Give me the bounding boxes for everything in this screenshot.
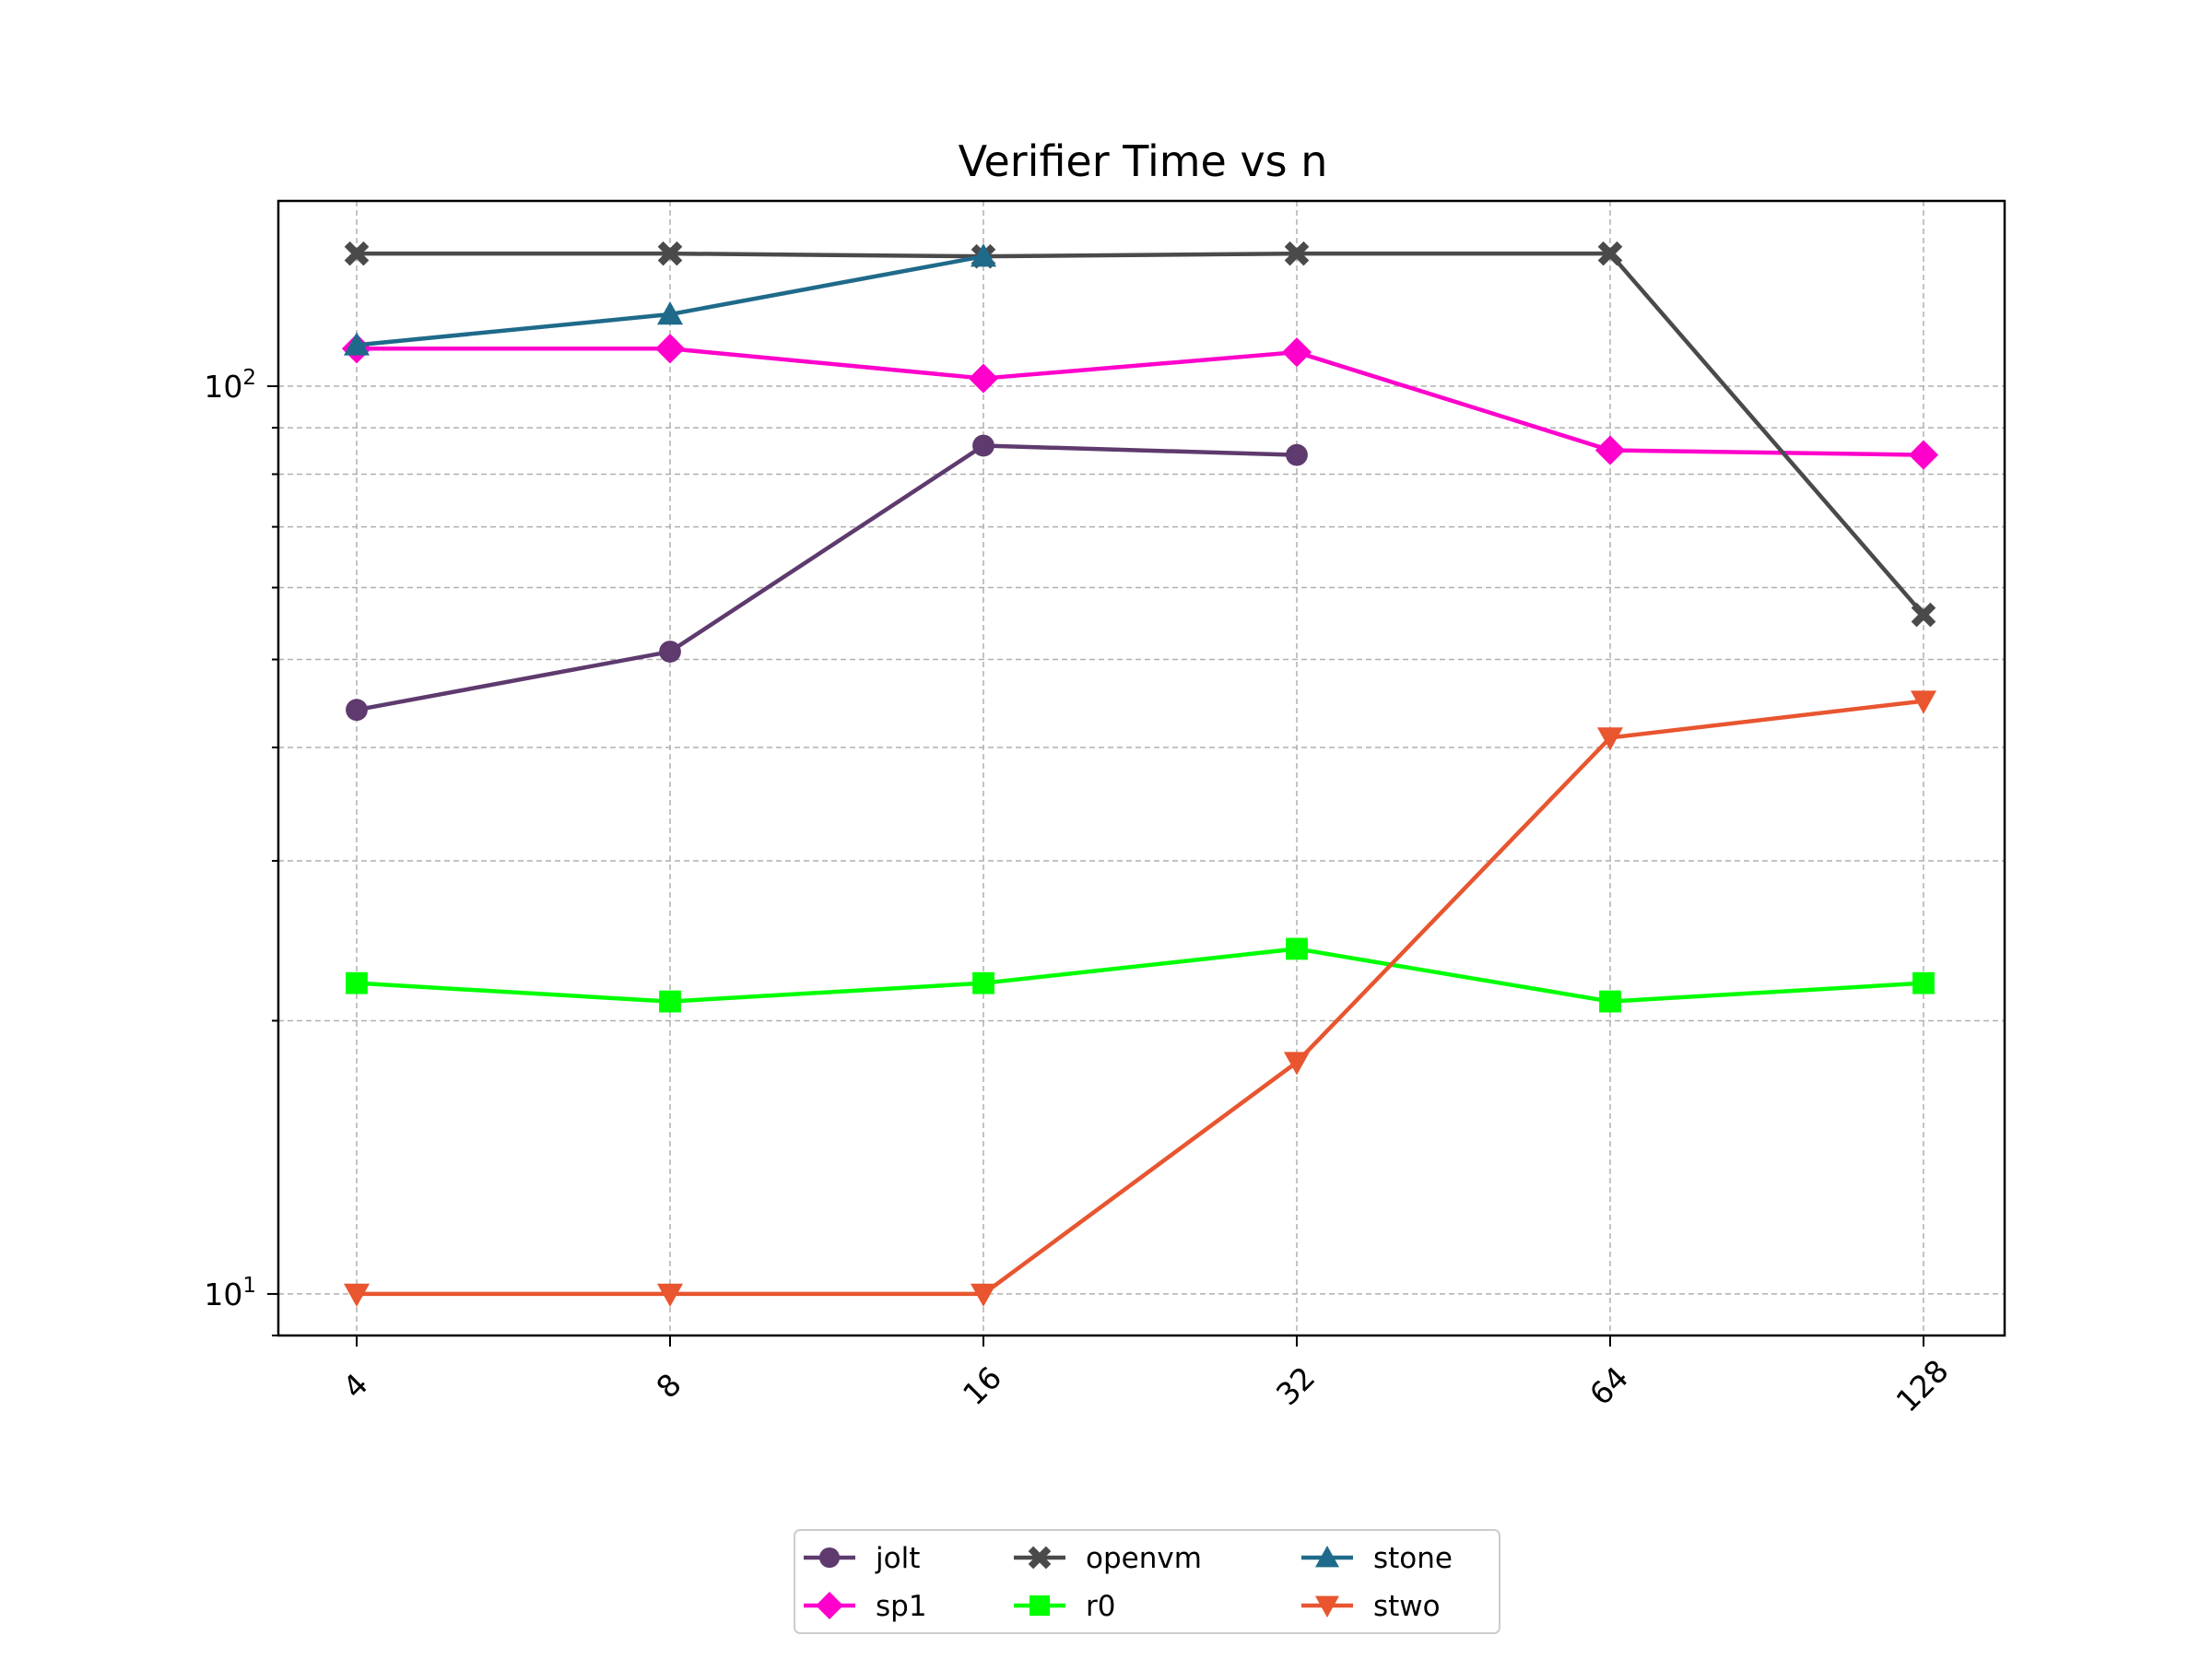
legend-label: stone [1373,1542,1453,1575]
data-point-stwo [1284,1052,1310,1076]
legend-marker-sp1 [816,1592,843,1619]
series-line-stwo [357,699,1924,1297]
y-tick-label-exponent: 2 [242,366,256,390]
data-point-stwo [344,1283,370,1307]
legend-item-r0: r0 [1014,1590,1115,1623]
series-stwo [344,690,1936,1307]
data-point-stwo [657,1283,683,1307]
data-point-jolt [972,434,994,457]
legend-label: stwo [1373,1590,1441,1623]
series-line-openvm [357,251,1925,617]
data-point-openvm [344,241,370,266]
series-jolt [346,434,1308,722]
data-point-sp1 [1281,337,1312,368]
legend-label: jolt [875,1542,920,1575]
y-tick-label: 102 [204,366,256,405]
y-tick-label: 101 [204,1274,256,1312]
grid [278,201,2005,1336]
data-point-stone [657,301,683,325]
series-line-r0 [356,947,1924,1004]
plot-frame [276,199,2006,1337]
legend-label: sp1 [876,1590,927,1623]
series-stone [344,243,996,356]
data-point-stwo [971,1283,996,1307]
data-point-r0 [346,971,368,994]
series-line-sp1 [357,347,1924,457]
data-point-jolt [659,641,681,663]
y-tick-label-base: 10 [204,369,242,405]
legend-item-stwo: stwo [1301,1590,1441,1623]
y-tick-label-base: 10 [204,1277,242,1312]
data-point-openvm [657,241,683,266]
data-point-sp1 [654,334,686,364]
y-tick-label-exponent: 1 [242,1274,256,1298]
data-point-sp1 [1908,440,1939,470]
legend-marker-jolt [818,1547,841,1569]
data-point-sp1 [968,363,999,394]
legend-marker-r0 [1029,1594,1051,1617]
data-point-openvm [1597,241,1623,266]
series-group [341,241,1939,1307]
data-point-stwo [1597,727,1623,751]
data-point-stone [344,332,370,356]
data-point-jolt [1286,443,1308,466]
series-line-jolt [356,443,1298,712]
legend-label: r0 [1086,1590,1115,1623]
legend-item-sp1: sp1 [804,1590,927,1623]
data-point-r0 [1286,937,1308,960]
legend-item-stone: stone [1301,1542,1453,1575]
legend-marker-stwo [1315,1595,1339,1618]
series-r0 [346,937,1935,1013]
legend-item-jolt: jolt [804,1542,920,1575]
legend: jolt sp1 openvm r0 stone stwo [794,1529,1500,1634]
data-point-stwo [1911,690,1936,714]
series-openvm [344,241,1936,628]
data-point-stone [971,243,996,267]
data-point-r0 [1912,971,1935,994]
data-point-jolt [346,699,368,722]
data-point-r0 [972,971,994,994]
data-point-openvm [1911,602,1936,628]
data-point-r0 [659,990,681,1013]
legend-marker-openvm [1028,1546,1052,1570]
data-point-sp1 [1594,435,1626,465]
legend-marker-stone [1315,1546,1339,1568]
series-sp1 [341,334,1939,470]
legend-item-openvm: openvm [1014,1542,1202,1575]
data-point-openvm [1284,241,1310,266]
chart-title: Verifier Time vs n [959,136,1328,186]
data-point-r0 [1599,990,1621,1013]
legend-label: openvm [1086,1542,1202,1575]
